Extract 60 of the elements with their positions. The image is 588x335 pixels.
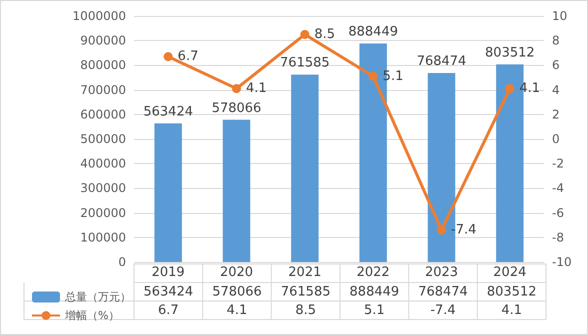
point (505, 84, 514, 94)
data-label: 761585 (280, 56, 330, 71)
x-tick-label: 2019 (152, 265, 185, 280)
y-tick-label: 200000 (80, 206, 126, 220)
point (300, 30, 310, 39)
legend-label: 增幅（%） (64, 309, 120, 322)
x-tick-label: 2023 (424, 265, 458, 280)
y2-tick-label: -8 (552, 230, 564, 244)
y2-tick-label: -2 (552, 156, 564, 171)
text: 4.1 (226, 302, 248, 318)
x-tick-label: 2022 (356, 265, 390, 280)
y2-tick-label: 6 (552, 58, 560, 72)
data-label: 803512 (485, 45, 535, 60)
x-tick-label: 2020 (220, 265, 254, 280)
text: -7.4 (430, 302, 456, 318)
y-tick-label: 800000 (80, 58, 126, 72)
data-label: 888449 (348, 24, 398, 40)
point (368, 72, 378, 81)
point (232, 84, 241, 94)
data-label: 563424 (143, 104, 193, 120)
y-tick-label: 1000000 (72, 9, 126, 23)
y-tick-label: 700000 (80, 82, 126, 97)
data-label: 578066 (212, 100, 262, 116)
y2-tick-label: 0 (552, 132, 560, 146)
y-tick-label: 0 (118, 255, 126, 269)
data-label: 768474 (416, 54, 466, 69)
text: 4.1 (501, 302, 522, 318)
point (164, 52, 173, 62)
x-tick-label: 2021 (288, 265, 322, 280)
y2-tick-label: -10 (552, 255, 572, 269)
data-label: 8.5 (314, 26, 336, 42)
bar (154, 123, 182, 262)
text: 5.1 (364, 302, 385, 318)
text: 8.5 (295, 302, 316, 318)
text: 6.7 (158, 302, 179, 318)
y2-tick-label: 10 (552, 9, 568, 23)
x-tick-label: 2024 (493, 265, 526, 280)
text: 888449 (350, 284, 400, 300)
y-tick-label: 500000 (80, 132, 126, 146)
text: 768474 (418, 284, 468, 300)
text: 761585 (280, 284, 330, 300)
y-tick-label: 300000 (80, 181, 126, 196)
data-label: 6.7 (178, 49, 198, 64)
data-label: 4.1 (246, 81, 267, 96)
y2-tick-label: -6 (552, 206, 564, 220)
y2-tick-label: 2 (552, 107, 560, 122)
y2-tick-label: 4 (552, 82, 560, 97)
y-tick-label: 900000 (80, 34, 126, 48)
y-tick-label: 100000 (80, 230, 126, 244)
text: 578066 (212, 284, 262, 300)
point (437, 226, 446, 235)
bar (222, 120, 250, 262)
text: 803512 (486, 284, 536, 300)
text: 563424 (144, 284, 194, 300)
y-tick-label: 400000 (80, 156, 126, 171)
y2-tick-label: -4 (552, 181, 564, 196)
y-tick-label: 600000 (80, 107, 126, 122)
legend-label: 总量（万元） (64, 290, 131, 304)
y2-tick-label: 8 (552, 34, 560, 48)
bar (291, 74, 319, 262)
